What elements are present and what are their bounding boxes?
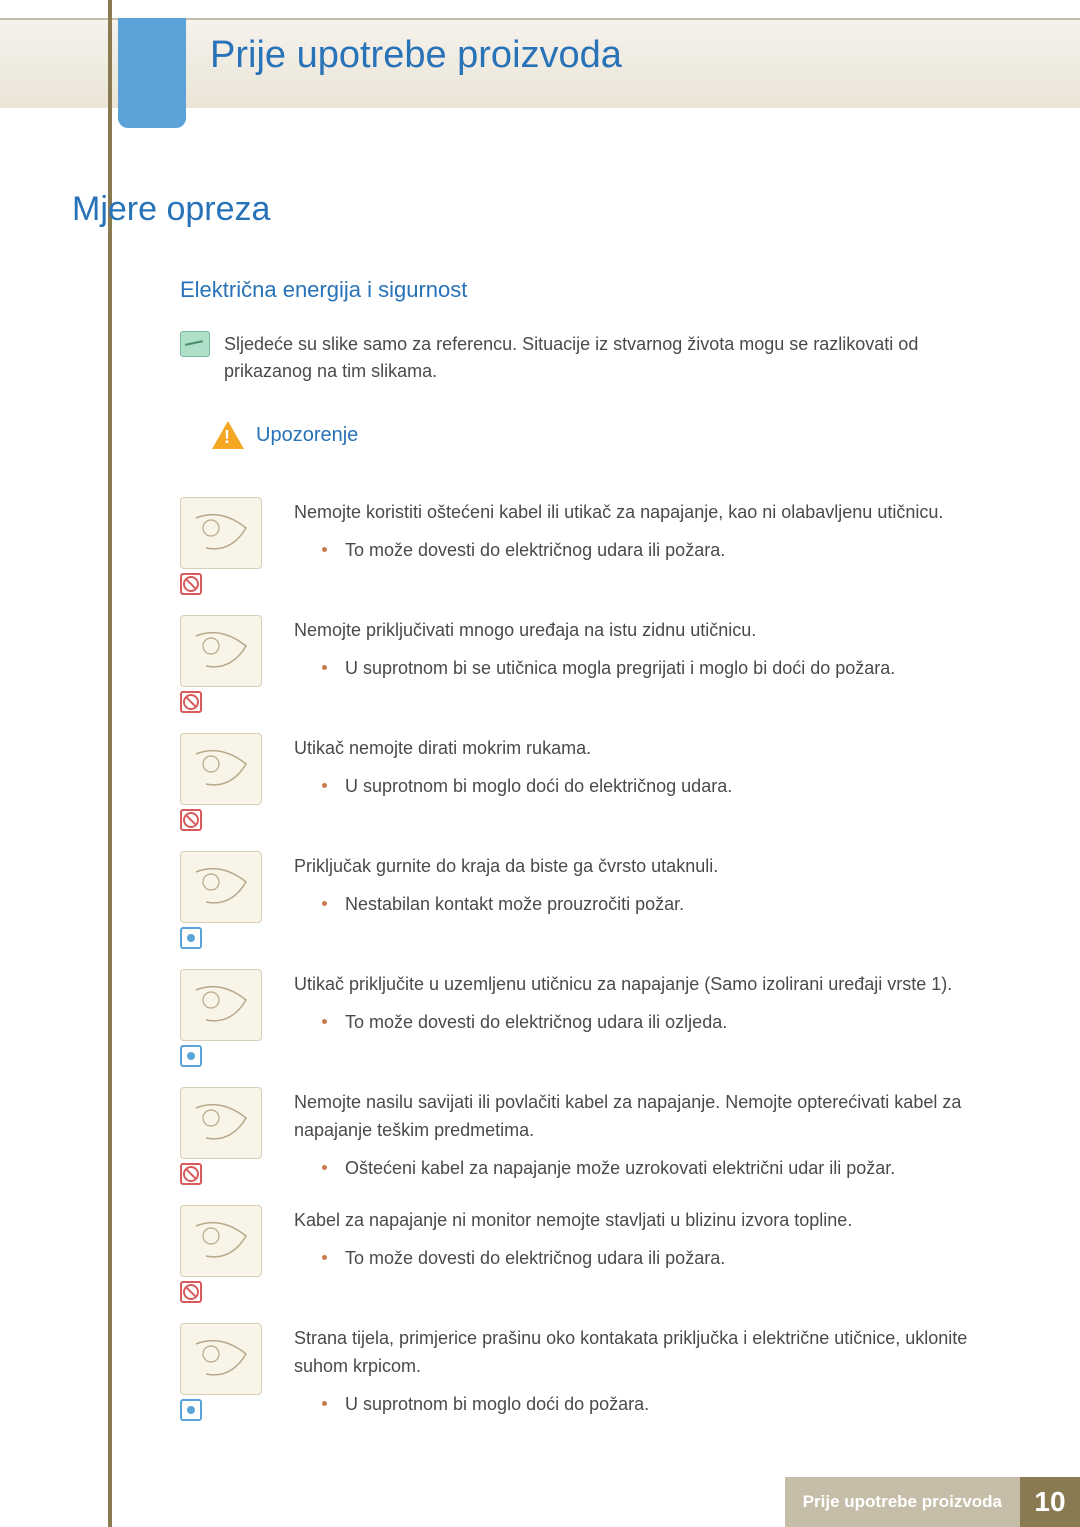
illustration [180,1323,266,1421]
illustration [180,969,266,1067]
item-text: Kabel za napajanje ni monitor nemojte st… [294,1205,1008,1273]
item-main-text: Kabel za napajanje ni monitor nemojte st… [294,1207,1008,1235]
bullet-icon [322,1019,327,1024]
page: Prije upotrebe proizvoda Mjere opreza El… [0,0,1080,1527]
item-bullet-row: U suprotnom bi moglo doći do električnog… [294,773,1008,801]
item-main-text: Utikač nemojte dirati mokrim rukama. [294,735,1008,763]
warning-item: Nemojte nasilu savijati ili povlačiti ka… [180,1087,1008,1185]
item-bullet-text: Oštećeni kabel za napajanje može uzrokov… [345,1155,895,1183]
item-bullet-row: Oštećeni kabel za napajanje može uzrokov… [294,1155,1008,1183]
bullet-icon [322,1165,327,1170]
warning-label: Upozorenje [256,424,358,447]
illustration [180,1087,266,1185]
illustration-box [180,969,262,1041]
warning-item: Nemojte koristiti oštećeni kabel ili uti… [180,497,1008,595]
bullet-icon [322,783,327,788]
footer-page-number: 10 [1020,1477,1080,1527]
illustration-box [180,497,262,569]
item-bullet-row: To može dovesti do električnog udara ili… [294,1009,1008,1037]
item-bullet-text: U suprotnom bi moglo doći do požara. [345,1391,649,1419]
item-bullet-row: U suprotnom bi se utičnica mogla pregrij… [294,655,1008,683]
item-bullet-row: To može dovesti do električnog udara ili… [294,537,1008,565]
prohibit-icon [180,573,202,595]
items-container: Nemojte koristiti oštećeni kabel ili uti… [72,497,1008,1421]
item-main-text: Priključak gurnite do kraja da biste ga … [294,853,1008,881]
item-text: Nemojte nasilu savijati ili povlačiti ka… [294,1087,1008,1183]
bullet-icon [322,901,327,906]
item-text: Utikač priključite u uzemljenu utičnicu … [294,969,1008,1037]
warning-item: Nemojte priključivati mnogo uređaja na i… [180,615,1008,713]
item-bullet-text: U suprotnom bi se utičnica mogla pregrij… [345,655,895,683]
item-text: Nemojte priključivati mnogo uređaja na i… [294,615,1008,683]
item-main-text: Strana tijela, primjerice prašinu oko ko… [294,1325,1008,1381]
must-do-icon [180,1045,202,1067]
item-bullet-row: U suprotnom bi moglo doći do požara. [294,1391,1008,1419]
item-text: Strana tijela, primjerice prašinu oko ko… [294,1323,1008,1419]
content: Mjere opreza Električna energija i sigur… [72,190,1008,1441]
warning-item: Strana tijela, primjerice prašinu oko ko… [180,1323,1008,1421]
item-bullet-row: Nestabilan kontakt može prouzročiti poža… [294,891,1008,919]
chapter-tab [118,18,186,128]
prohibit-icon [180,1163,202,1185]
doc-title: Prije upotrebe proizvoda [210,34,622,77]
footer: Prije upotrebe proizvoda 10 [0,1477,1080,1527]
bullet-icon [322,1401,327,1406]
warning-row: Upozorenje [212,421,1008,449]
must-do-icon [180,1399,202,1421]
item-text: Priključak gurnite do kraja da biste ga … [294,851,1008,919]
item-main-text: Nemojte koristiti oštećeni kabel ili uti… [294,499,1008,527]
illustration [180,851,266,949]
item-main-text: Utikač priključite u uzemljenu utičnicu … [294,971,1008,999]
item-bullet-text: Nestabilan kontakt može prouzročiti poža… [345,891,684,919]
item-main-text: Nemojte priključivati mnogo uređaja na i… [294,617,1008,645]
section-heading-h1: Mjere opreza [72,190,1008,229]
illustration [180,497,266,595]
prohibit-icon [180,1281,202,1303]
bullet-icon [322,547,327,552]
item-text: Utikač nemojte dirati mokrim rukama. U su… [294,733,1008,801]
warning-item: Kabel za napajanje ni monitor nemojte st… [180,1205,1008,1303]
item-bullet-text: To može dovesti do električnog udara ili… [345,537,725,565]
illustration [180,615,266,713]
must-do-icon [180,927,202,949]
warning-item: Utikač nemojte dirati mokrim rukama. U su… [180,733,1008,831]
illustration-box [180,851,262,923]
prohibit-icon [180,691,202,713]
section-heading-h2: Električna energija i sigurnost [180,277,1008,303]
item-text: Nemojte koristiti oštećeni kabel ili uti… [294,497,1008,565]
illustration [180,733,266,831]
bullet-icon [322,665,327,670]
item-bullet-text: To može dovesti do električnog udara ili… [345,1245,725,1273]
item-main-text: Nemojte nasilu savijati ili povlačiti ka… [294,1089,1008,1145]
note-row: Sljedeće su slike samo za referencu. Sit… [180,331,1008,385]
warning-icon [212,421,244,449]
illustration-box [180,1205,262,1277]
illustration-box [180,615,262,687]
illustration-box [180,1323,262,1395]
illustration-box [180,1087,262,1159]
illustration [180,1205,266,1303]
warning-item: Utikač priključite u uzemljenu utičnicu … [180,969,1008,1067]
bullet-icon [322,1255,327,1260]
illustration-box [180,733,262,805]
item-bullet-text: U suprotnom bi moglo doći do električnog… [345,773,732,801]
note-text: Sljedeće su slike samo za referencu. Sit… [224,331,1008,385]
prohibit-icon [180,809,202,831]
warning-item: Priključak gurnite do kraja da biste ga … [180,851,1008,949]
footer-label: Prije upotrebe proizvoda [785,1477,1020,1527]
item-bullet-text: To može dovesti do električnog udara ili… [345,1009,727,1037]
item-bullet-row: To može dovesti do električnog udara ili… [294,1245,1008,1273]
note-icon [180,331,210,357]
